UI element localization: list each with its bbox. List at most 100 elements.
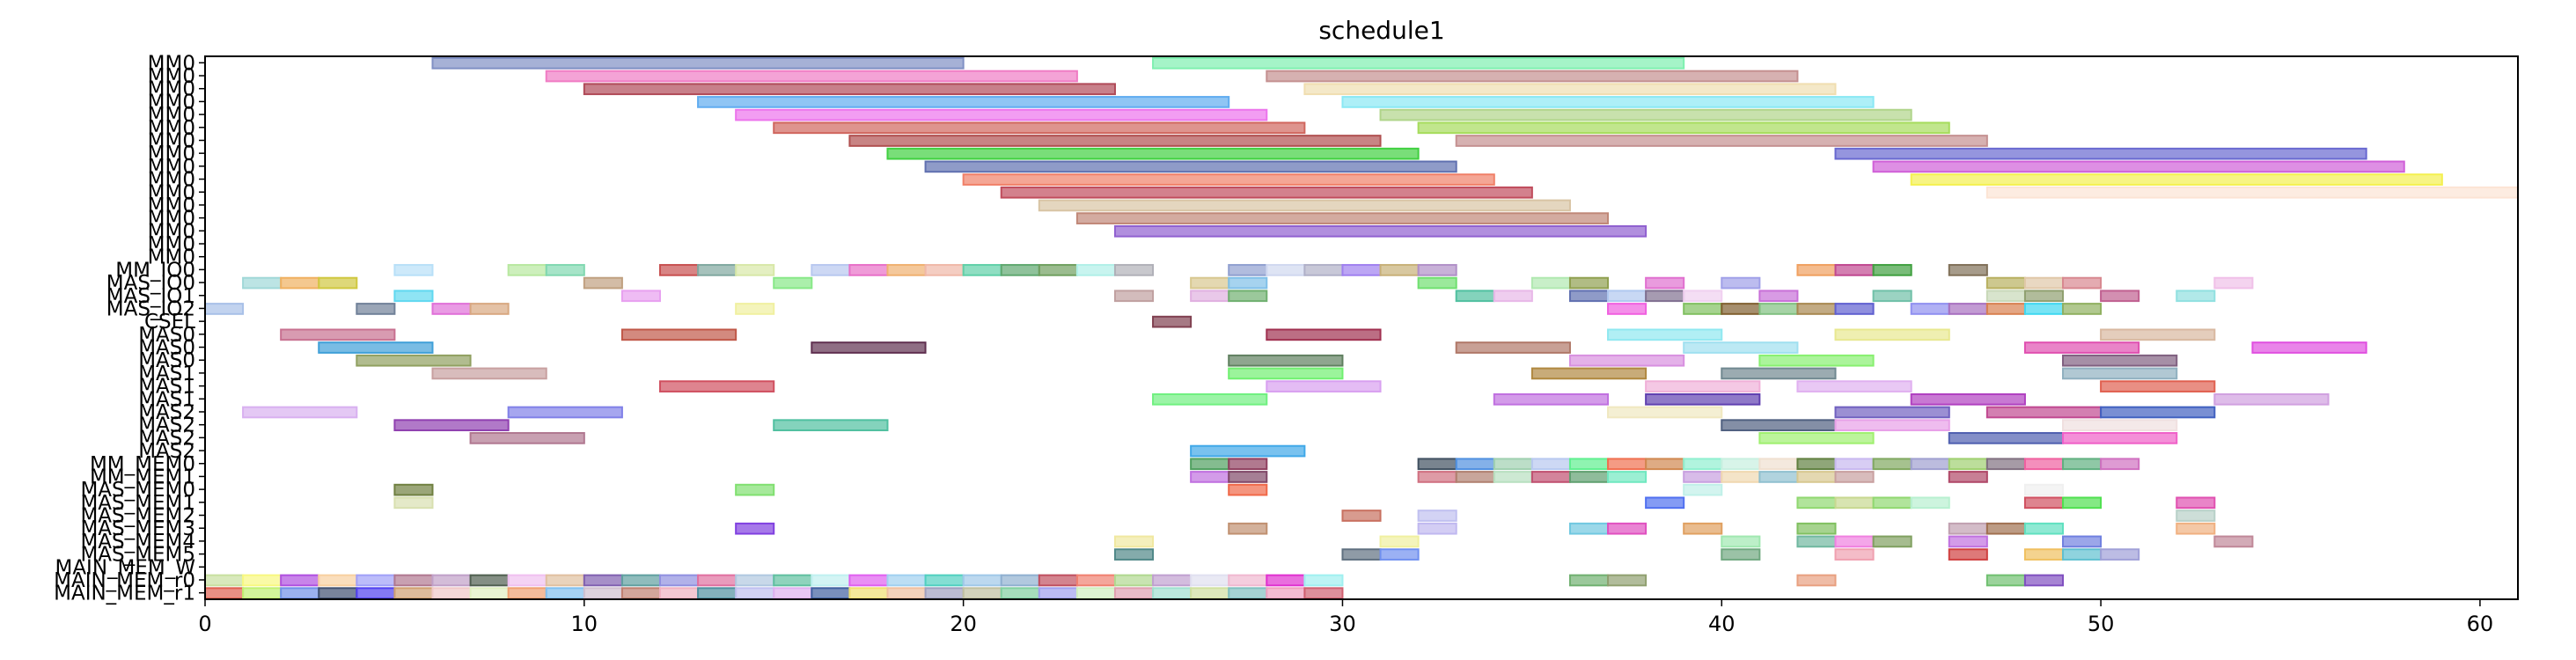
task-bar [848,135,1382,147]
y-tick-label: MAS_IO0 [106,272,195,295]
task-bar [735,303,775,315]
task-bar [1455,471,1495,483]
task-bar [1721,471,1761,483]
y-tick-label: MAS1 [138,363,195,385]
task-bar [2176,290,2216,303]
task-bar [735,108,1268,121]
task-bar [924,264,965,276]
task-bar [1721,276,1761,290]
task-bar [1568,458,1610,471]
task-bar [1834,264,1875,276]
task-bar [1113,264,1155,276]
task-bar [1721,548,1761,561]
task-bar [1948,522,1988,535]
chart-title: schedule1 [1318,16,1444,45]
task-bar [2176,496,2216,510]
task-bar [2213,535,2254,548]
task-bar [1493,392,1610,406]
task-bar [393,290,434,303]
task-bar [2062,535,2103,548]
task-bar [1530,367,1648,380]
task-bar [1796,574,1837,587]
task-bar [658,574,700,587]
task-bar [204,303,245,315]
task-bar [2062,496,2103,510]
task-bar [280,574,320,587]
task-bar [697,264,738,276]
task-bar [280,276,320,290]
task-bar [811,264,851,276]
task-bar [1038,199,1571,212]
task-bar [1796,380,1912,392]
task-bar [1721,535,1761,548]
task-bar [1113,548,1155,561]
y-tick-label: MAIN_MEM_r0 [54,569,195,592]
task-bar [1985,276,2026,290]
task-bar [2062,303,2103,315]
task-bar [1417,276,1457,290]
task-bar [1683,483,1723,496]
task-bar [1910,392,2026,406]
task-bar [1683,471,1723,483]
task-bar [1152,574,1193,587]
task-bar [1834,406,1950,419]
task-bar [1493,458,1533,471]
task-bar [848,574,889,587]
task-bar [1645,458,1685,471]
task-bar [318,587,358,599]
x-axis: 0 10 20 30 40 50 60 [198,599,2493,636]
task-bar [1872,458,1912,471]
task-bar [583,587,623,599]
task-bar [620,574,661,587]
task-bar [735,574,775,587]
task-bar [1721,367,1837,380]
y-tick-label: MM0 [148,246,195,269]
task-bar [1796,458,1837,471]
x-tick-label: 0 [198,612,211,636]
task-bar [1000,574,1040,587]
task-bar [1493,471,1533,483]
x-tick-label: 20 [950,612,977,636]
task-bar [431,574,472,587]
task-bar [1152,587,1193,599]
task-bar [393,574,434,587]
y-tick-label: MAS_MEM1 [80,492,195,515]
task-bar [1645,276,1685,290]
task-bar [735,264,775,276]
task-bar [1607,522,1648,535]
task-bar [2023,303,2065,315]
task-bar [1796,303,1837,315]
task-bar [735,522,775,535]
task-bar [1113,574,1155,587]
task-bar [1190,290,1230,303]
task-bar [1152,57,1685,70]
task-bar [280,587,320,599]
task-bar [1341,548,1382,561]
task-bar [1190,471,1230,483]
task-bar [1266,328,1382,341]
y-tick-label: MM0 [148,194,195,217]
task-bar [318,574,358,587]
task-bar [1038,264,1078,276]
task-bar [469,574,510,587]
task-bar [848,264,889,276]
task-bar [735,483,775,496]
task-bar [2023,522,2065,535]
task-bar [1721,458,1761,471]
task-bar [1568,290,1610,303]
task-bar [1834,535,1875,548]
task-bar [1834,496,1875,510]
task-bar [697,574,738,587]
task-bar [507,587,547,599]
task-bar [1266,70,1799,83]
y-tick-label: MM0 [148,156,195,179]
x-tick-label: 60 [2467,612,2494,636]
task-bar [318,341,434,354]
y-tick-label: MM0 [148,169,195,192]
task-bar [242,587,283,599]
task-bar [1455,290,1495,303]
task-bar [2100,290,2140,303]
task-bar [242,406,358,419]
task-bar [431,587,472,599]
